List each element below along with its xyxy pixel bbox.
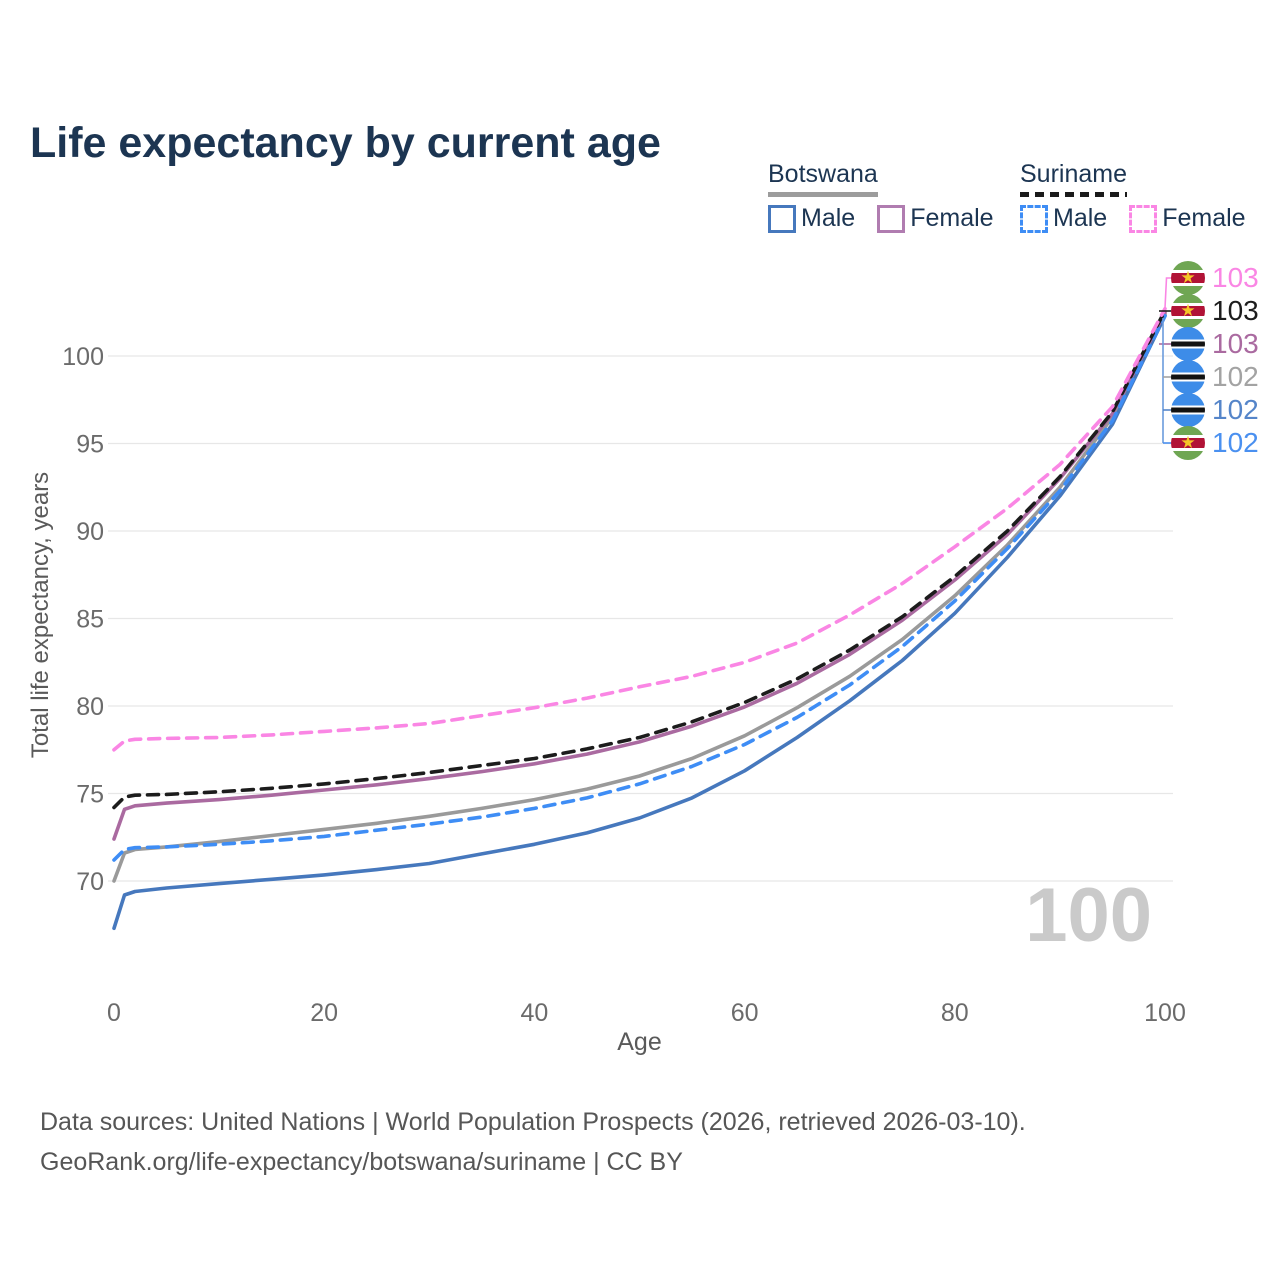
legend-item-label: Female bbox=[1162, 204, 1246, 232]
x-axis-title: Age bbox=[617, 1028, 661, 1056]
star-icon: ★ bbox=[1180, 267, 1196, 287]
botswana-flag-icon bbox=[1171, 327, 1205, 361]
legend-swatch-icon bbox=[768, 204, 796, 233]
series-line-suriname-male[interactable] bbox=[112, 313, 1167, 862]
chart-legend: Botswana Male Female Suriname Male Female bbox=[0, 160, 1280, 250]
end-label-row: ★ 103 bbox=[1171, 261, 1259, 295]
end-label-value: 103 bbox=[1212, 295, 1259, 326]
star-icon: ★ bbox=[1180, 432, 1196, 452]
end-label-connector bbox=[1164, 277, 1171, 309]
x-tick-label: 40 bbox=[520, 999, 548, 1027]
y-tick-label: 70 bbox=[76, 868, 104, 896]
legend-item-label: Male bbox=[801, 204, 856, 232]
y-tick-label: 100 bbox=[62, 343, 104, 371]
end-label-row: 103 bbox=[1171, 327, 1259, 361]
legend-item-botswana-female[interactable]: Female bbox=[877, 204, 994, 233]
x-tick-label: 0 bbox=[107, 999, 121, 1027]
x-tick-label: 100 bbox=[1144, 999, 1186, 1027]
legend-group-suriname: Suriname Male Female bbox=[1020, 160, 1246, 233]
end-label-value: 102 bbox=[1212, 361, 1259, 392]
y-tick-label: 75 bbox=[76, 781, 104, 809]
hover-age-watermark: 100 bbox=[1025, 873, 1152, 958]
legend-underline-dashed bbox=[1020, 192, 1127, 197]
suriname-flag-icon: ★ bbox=[1171, 426, 1205, 460]
end-label-value: 102 bbox=[1212, 394, 1259, 425]
suriname-flag-icon: ★ bbox=[1171, 261, 1205, 295]
legend-swatch-icon bbox=[877, 204, 906, 233]
end-label-value: 103 bbox=[1212, 328, 1259, 359]
chart-plot-area[interactable]: 100 70 75 80 85 90 95 100 0 20 40 60 80 100 Age Total l… bbox=[0, 0, 1280, 1080]
series-line-botswana-total[interactable] bbox=[112, 312, 1167, 883]
end-label-row: ★ 102 bbox=[1171, 426, 1259, 460]
end-label-row: ★ 103 bbox=[1171, 294, 1259, 328]
y-axis-title: Total life expectancy, years bbox=[27, 472, 54, 758]
x-tick-label: 20 bbox=[310, 999, 338, 1027]
end-label-value: 102 bbox=[1212, 427, 1259, 458]
x-tick-label: 80 bbox=[941, 999, 969, 1027]
legend-group-botswana: Botswana Male Female bbox=[768, 160, 994, 233]
legend-swatch-icon bbox=[1020, 204, 1048, 233]
legend-underline-solid bbox=[768, 192, 878, 197]
series-line-botswana-female[interactable] bbox=[112, 310, 1167, 841]
y-tick-label: 90 bbox=[76, 518, 104, 546]
series-line-suriname-female[interactable] bbox=[112, 306, 1167, 752]
legend-item-label: Male bbox=[1053, 204, 1108, 232]
legend-swatch-icon bbox=[1129, 204, 1158, 233]
legend-item-botswana-male[interactable]: Male bbox=[768, 204, 855, 233]
botswana-flag-icon bbox=[1171, 360, 1205, 394]
legend-country-botswana[interactable]: Botswana bbox=[768, 160, 878, 188]
end-label-row: 102 bbox=[1171, 393, 1259, 427]
legend-item-suriname-male[interactable]: Male bbox=[1020, 204, 1107, 233]
series-line-suriname-total[interactable] bbox=[112, 308, 1167, 810]
data-sources-text: Data sources: United Nations | World Pop… bbox=[40, 1108, 1026, 1136]
page-title: Life expectancy by current age bbox=[30, 118, 661, 167]
end-label-value: 103 bbox=[1212, 262, 1259, 293]
y-tick-label: 80 bbox=[76, 693, 104, 721]
legend-item-suriname-female[interactable]: Female bbox=[1129, 204, 1246, 233]
y-tick-label: 95 bbox=[76, 431, 104, 459]
end-label-row: 102 bbox=[1171, 360, 1259, 394]
star-icon: ★ bbox=[1180, 300, 1196, 320]
x-tick-label: 60 bbox=[731, 999, 759, 1027]
y-tick-label: 85 bbox=[76, 606, 104, 634]
botswana-flag-icon bbox=[1171, 393, 1205, 427]
suriname-flag-icon: ★ bbox=[1171, 294, 1205, 328]
legend-country-suriname[interactable]: Suriname bbox=[1020, 160, 1127, 188]
attribution-text: GeoRank.org/life-expectancy/botswana/sur… bbox=[40, 1148, 683, 1176]
legend-item-label: Female bbox=[910, 204, 994, 232]
series-line-botswana-male[interactable] bbox=[112, 313, 1167, 931]
